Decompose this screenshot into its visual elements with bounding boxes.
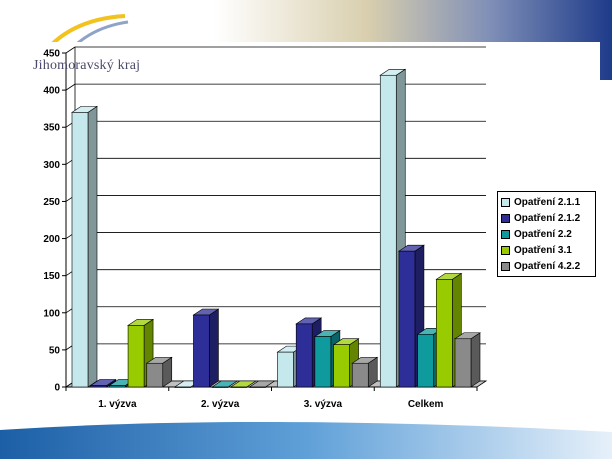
bar [127,325,145,388]
bar [314,336,332,388]
x-tick-label: 1. výzva [98,399,137,410]
legend-swatch [501,245,510,255]
y-tick-label: 300 [43,160,60,171]
legend-label: Opatření 2.1.2 [514,212,581,224]
y-tick-label: 450 [43,49,60,60]
legend-swatch [501,197,510,207]
legend-swatch [501,261,510,271]
bar [249,386,266,388]
legend-item: Opatření 4.2.2 [501,258,595,274]
bar [379,74,397,388]
gridline-diagonal [65,83,76,91]
gridline-diagonal [65,46,76,54]
bar [174,386,192,388]
bar [333,344,350,388]
bar [71,112,89,388]
brand-name: Jihomoravský kraj [33,58,141,73]
bar [454,338,472,388]
bar-side [470,332,481,388]
plot-area: 0 50 100 150 200 250 300 350 400 450 1. výzva 2. vý… [43,46,488,410]
bar [193,314,210,388]
bar-side [209,308,219,388]
legend-item: Opatření 2.1.2 [501,210,595,226]
x-tick-label: 2. výzva [201,399,240,410]
bar [90,385,107,388]
bar [295,323,313,388]
legend-label: Opatření 2.2 [514,228,572,240]
y-tick-label: 0 [54,383,60,394]
bar [146,362,164,388]
bar [351,362,369,388]
legend-item: Opatření 3.1 [501,242,595,258]
legend-label: Opatření 4.2.2 [514,260,581,272]
y-tick-label: 400 [43,86,60,97]
bar [417,334,434,388]
y-tick-label: 100 [43,308,60,319]
slide-footer-wave [0,422,612,459]
bar [230,386,248,388]
y-tick-label: 350 [43,123,60,134]
legend-item: Opatření 2.1.1 [501,194,595,210]
bar [398,250,416,388]
bar-side [87,105,98,388]
x-tick-label: 3. výzva [304,399,343,410]
y-tick-label: 200 [43,234,60,245]
legend-swatch [501,229,510,239]
y-tick-label: 50 [49,345,61,356]
legend-label: Opatření 3.1 [514,244,572,256]
y-tick-label: 150 [43,271,60,282]
legend-item: Opatření 2.2 [501,226,595,242]
y-tick-label: 250 [43,197,60,208]
legend-swatch [501,213,510,223]
x-tick-label: Celkem [408,399,444,410]
legend-label: Opatření 2.1.1 [514,196,581,208]
bar [109,385,126,388]
bar [211,386,229,388]
bar [277,351,294,388]
legend: Opatření 2.1.1 Opatření 2.1.2 Opatření 2.2… [497,191,596,277]
bar [436,279,453,388]
